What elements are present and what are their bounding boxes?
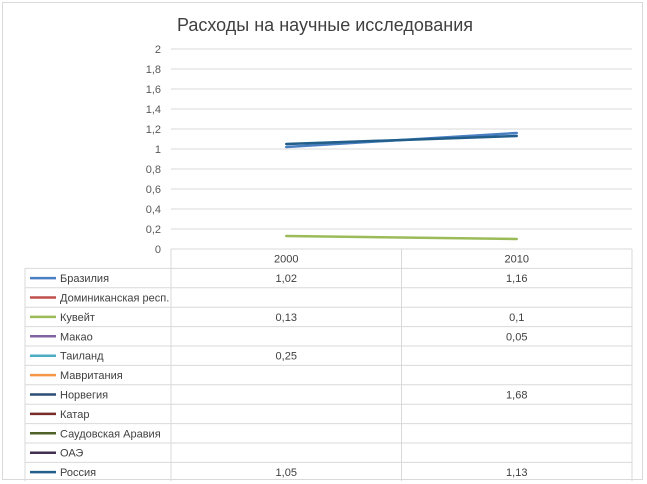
series-lines (285, 131, 518, 241)
y-axis-ticks: 0 0,2 0,4 0,6 0,8 1 1,2 1,4 1,6 1,8 2 (146, 44, 161, 256)
legend-label: Таиланд (60, 351, 104, 363)
data-table-value: 1,16 (506, 273, 527, 285)
y-tick-label: 0,4 (146, 204, 161, 216)
data-table-value: 1,68 (506, 390, 527, 402)
x-tick-label: 2010 (505, 254, 529, 266)
data-table-value: 0,25 (276, 351, 297, 363)
legend-label: Доминиканская респ. (60, 293, 169, 305)
y-tick-label: 0,8 (146, 164, 161, 176)
y-tick-label: 0 (155, 244, 161, 256)
legend-label: Кувейт (60, 312, 95, 324)
x-tick-label: 2000 (274, 254, 298, 266)
data-table-value: 1,05 (276, 467, 297, 479)
series-line (285, 134, 518, 146)
y-tick-label: 0,2 (146, 224, 161, 236)
gridlines (171, 48, 632, 250)
legend-label: Бразилия (60, 273, 109, 285)
data-table-value: 0,05 (506, 331, 527, 343)
y-tick-label: 0,6 (146, 184, 161, 196)
y-tick-label: 1,4 (146, 104, 161, 116)
y-tick-label: 1,6 (146, 84, 161, 96)
data-table-value: 0,13 (276, 312, 297, 324)
legend-label: Катар (60, 409, 89, 421)
data-table: 2000 2010 Бразилия 1,02 1,16 Доминиканская ре… (24, 249, 633, 481)
legend-label: Саудовская Аравия (60, 428, 161, 440)
legend-label: Россия (60, 467, 96, 479)
legend-label: Мавритания (60, 370, 123, 382)
legend-label: Норвегия (60, 390, 108, 402)
data-table-value: 1,02 (276, 273, 297, 285)
y-tick-label: 1,8 (146, 64, 161, 76)
y-tick-label: 2 (155, 44, 161, 56)
chart-svg: Расходы на научные исследования 00,20,40… (24, 15, 633, 481)
chart-title: Расходы на научные исследования (177, 15, 473, 35)
data-table-value: 1,13 (506, 467, 527, 479)
series-line (285, 234, 518, 241)
y-tick-label: 1 (155, 144, 161, 156)
legend-label: ОАЭ (60, 448, 83, 460)
legend-label: Макао (60, 331, 93, 343)
data-table-value: 0,1 (509, 312, 524, 324)
y-tick-label: 1,2 (146, 124, 161, 136)
